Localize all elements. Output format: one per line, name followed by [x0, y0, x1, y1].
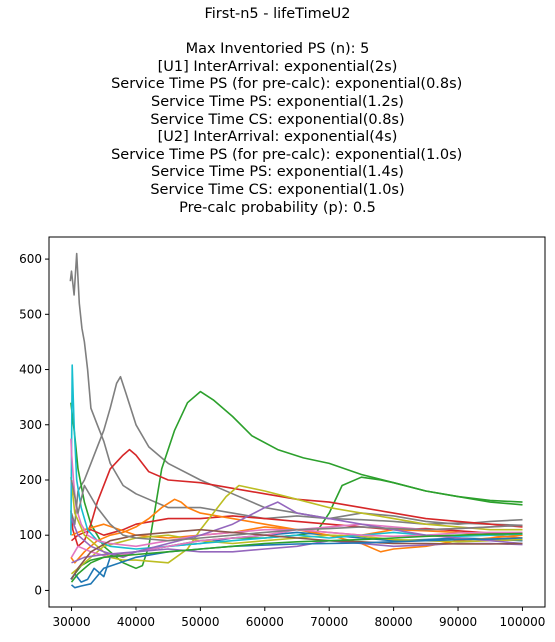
y-tick-label: 600	[19, 252, 42, 266]
y-tick-label: 200	[19, 473, 42, 487]
axes-frame	[48, 236, 546, 608]
y-tick-label: 0	[34, 583, 42, 597]
title-line: Max Inventoried PS (n): 5	[185, 41, 370, 58]
x-tick-label: 40000	[117, 615, 155, 629]
title-line: Service Time PS: exponential(1.2s)	[151, 93, 404, 110]
series-layer	[69, 252, 523, 589]
title-line: Pre-calc probability (p): 0.5	[179, 199, 376, 216]
x-tick-label: 50000	[181, 615, 219, 629]
series-line-12	[70, 364, 523, 550]
title-line: Service Time CS: exponential(1.0s)	[150, 181, 405, 198]
series-line-15	[70, 501, 523, 559]
x-axis: 30000 40000 50000 60000 70000 80000 90000 10000…	[52, 607, 545, 629]
x-tick-label: 90000	[439, 615, 477, 629]
x-tick-label: 70000	[310, 615, 348, 629]
series-line-5	[70, 448, 523, 548]
title-line: Service Time PS: exponential(1.4s)	[151, 164, 404, 181]
series-line-3	[70, 390, 523, 570]
x-tick-label: 100000	[500, 615, 546, 629]
title-line: [U1] InterArrival: exponential(2s)	[157, 58, 398, 75]
y-tick-label: 400	[19, 363, 42, 377]
series-line-17	[70, 528, 523, 580]
series-line-2	[70, 375, 523, 526]
series-line-11	[70, 534, 523, 575]
series-line-8	[70, 498, 523, 564]
title-line: Service Time PS (for pre-calc): exponent…	[92, 146, 463, 163]
y-tick-label: 100	[19, 528, 42, 542]
title-line: First-n5 - lifeTimeU2	[204, 6, 351, 22]
series-line-9	[71, 523, 523, 539]
y-tick-label: 500	[19, 307, 42, 321]
series-line-1	[69, 252, 523, 527]
series-line-10	[70, 477, 523, 564]
title-line: [U2] InterArrival: exponential(4s)	[157, 129, 398, 146]
y-tick-label: 300	[19, 418, 42, 432]
x-tick-label: 30000	[52, 615, 90, 629]
title-line: Service Time CS: exponential(0.8s)	[150, 111, 405, 128]
title-line: Service Time PS (for pre-calc): exponent…	[92, 76, 463, 93]
chart-title: First-n5 - lifeTimeU2 Max Inventoried PS…	[0, 6, 555, 217]
x-tick-label: 60000	[246, 615, 284, 629]
x-tick-label: 80000	[375, 615, 413, 629]
y-axis: 0 100 200 300 400 500 600	[19, 252, 49, 597]
series-line-19	[70, 479, 523, 542]
series-line-20	[70, 532, 523, 583]
